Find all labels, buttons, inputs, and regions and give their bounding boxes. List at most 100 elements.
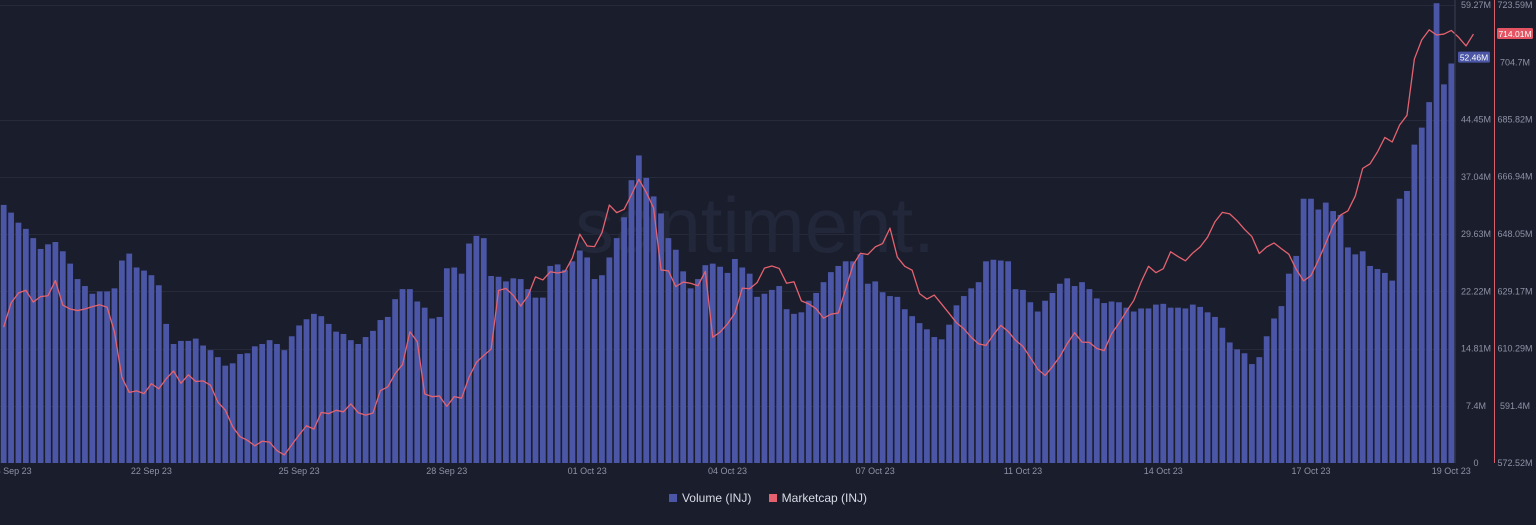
marketcap-line-layer (3, 29, 1475, 456)
volume-bar (67, 263, 74, 463)
volume-bar (1189, 304, 1196, 463)
volume-bar (362, 337, 369, 463)
volume-bar (635, 155, 642, 463)
volume-bar (1027, 302, 1034, 463)
volume-bar (1160, 303, 1167, 463)
volume-bar (709, 263, 716, 463)
volume-bar (15, 222, 22, 463)
volume-bar (599, 275, 605, 463)
legend-item-volume[interactable]: Volume (INJ) (668, 491, 751, 505)
left-axis-tick-label: 7.4M (1466, 401, 1486, 411)
volume-bar (879, 292, 886, 463)
x-axis-tick-label: 25 Sep 23 (279, 466, 320, 476)
volume-bar (754, 296, 760, 463)
volume-bar (695, 279, 701, 463)
volume-bar (547, 265, 554, 463)
volume-bar (953, 305, 960, 463)
volume-bar (318, 316, 325, 463)
volume-bar (288, 336, 295, 463)
volume-bar (650, 196, 657, 463)
volume-bar (1337, 214, 1344, 463)
volume-bar (1441, 84, 1447, 464)
right-axis-tick-label: 648.05M (1497, 229, 1532, 239)
volume-bar (591, 279, 598, 463)
volume-bar (791, 313, 797, 463)
watermark: santiment. (575, 181, 935, 269)
volume-bar (370, 330, 376, 463)
volume-bar (539, 297, 546, 463)
volume-bar (229, 363, 236, 463)
right-axis-tick-label: 572.52M (1497, 458, 1532, 468)
volume-bar (909, 316, 916, 463)
volume-bar (207, 350, 214, 463)
volume-bar (1116, 302, 1122, 463)
volume-bar (89, 293, 96, 463)
x-axis-tick-label: 28 Sep 23 (426, 466, 467, 476)
volume-bar (997, 260, 1004, 463)
legend: Volume (INJ) Marketcap (INJ) (0, 491, 1536, 505)
volume-bar (421, 307, 428, 463)
volume-bar (1071, 286, 1078, 463)
volume-bar (451, 267, 458, 463)
volume-bar (1005, 261, 1012, 463)
volume-bar (1285, 273, 1292, 463)
volume-bar (399, 289, 406, 463)
volume-bar (628, 180, 635, 463)
volume-bar (1138, 308, 1144, 463)
volume-bar (1374, 269, 1381, 463)
volume-bar (1352, 254, 1359, 463)
volume-bar (525, 289, 531, 463)
right-axis-tick-label: 723.59M (1497, 0, 1532, 10)
volume-bar (82, 286, 88, 463)
volume-bar (960, 296, 967, 463)
volume-bar (311, 313, 317, 463)
volume-bar (702, 265, 709, 463)
volume-current-marker (1458, 51, 1490, 63)
volume-bar (1012, 289, 1019, 463)
volume-bar (1411, 144, 1418, 463)
x-axis-tick-label: 14 Oct 23 (1144, 466, 1183, 476)
volume-bar (347, 340, 354, 463)
volume-bar (1153, 304, 1159, 463)
volume-bar (148, 275, 155, 463)
volume-bar (517, 279, 524, 463)
volume-bar (1396, 198, 1403, 463)
volume-bar (458, 273, 465, 463)
volume-bar (259, 344, 266, 463)
volume-bar (1263, 336, 1270, 463)
volume-bar (828, 272, 834, 463)
legend-item-marketcap[interactable]: Marketcap (INJ) (768, 491, 868, 505)
volume-bar (724, 272, 731, 463)
volume-bar (584, 257, 591, 463)
volume-bar (274, 344, 280, 463)
volume-bar (192, 338, 199, 463)
volume-bar (924, 329, 930, 463)
volume-bar (983, 261, 989, 463)
left-axis: 0 7.4M 14.81M 22.22M 29.63M 37.04M 44.45M 59.27… (1461, 0, 1491, 468)
volume-bar (872, 281, 879, 463)
volume-bar (916, 323, 923, 463)
volume-bar (687, 288, 694, 463)
legend-label-marketcap: Marketcap (INJ) (781, 491, 868, 505)
volume-bar (1308, 198, 1314, 463)
volume-bar (887, 296, 893, 463)
volume-bar (466, 243, 472, 463)
right-axis: 572.52M 591.4M 610.29M 629.17M 648.05M 666.94… (1497, 0, 1532, 468)
volume-bar (1293, 255, 1300, 463)
volume-bar (74, 279, 81, 463)
volume-bar (746, 273, 753, 463)
volume-bar (798, 312, 805, 463)
volume-bar (1448, 63, 1455, 463)
volume-bar (532, 297, 539, 463)
volume-bar (1219, 327, 1226, 463)
volume-bar (133, 267, 140, 463)
volume-bar (325, 323, 332, 463)
volume-bar (606, 257, 613, 463)
x-axis-tick-label: 01 Oct 23 (568, 466, 607, 476)
volume-bar (384, 316, 391, 463)
right-axis-tick-label: 591.4M (1500, 401, 1530, 411)
volume-bar (1212, 316, 1218, 463)
marketcap-line (3, 29, 1475, 456)
volume-bar (857, 254, 864, 463)
left-axis-tick-label: 0 (1473, 458, 1478, 468)
